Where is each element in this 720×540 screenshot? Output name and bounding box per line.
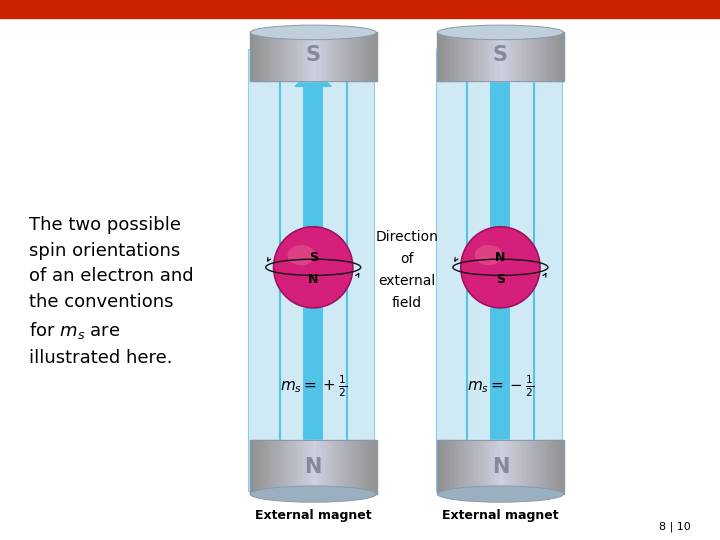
Polygon shape xyxy=(295,70,331,86)
Bar xyxy=(251,32,376,81)
Text: $m_s = +\frac{1}{2}$: $m_s = +\frac{1}{2}$ xyxy=(279,373,347,399)
Text: N: N xyxy=(308,273,318,286)
Text: N: N xyxy=(305,457,322,477)
Bar xyxy=(438,440,563,494)
Bar xyxy=(303,308,323,475)
Text: Direction
of
external
field: Direction of external field xyxy=(375,231,438,309)
Ellipse shape xyxy=(461,227,540,308)
Bar xyxy=(0,0,720,18)
Ellipse shape xyxy=(274,227,353,308)
Ellipse shape xyxy=(287,245,315,265)
Text: S: S xyxy=(496,273,505,286)
Text: $m_s = -\frac{1}{2}$: $m_s = -\frac{1}{2}$ xyxy=(467,373,534,399)
Text: S: S xyxy=(306,45,320,65)
Ellipse shape xyxy=(251,25,376,40)
Text: S: S xyxy=(309,251,318,264)
Ellipse shape xyxy=(251,486,376,502)
Bar xyxy=(248,49,374,491)
Polygon shape xyxy=(482,459,518,475)
Ellipse shape xyxy=(438,486,563,502)
Text: N: N xyxy=(495,251,505,264)
Bar xyxy=(490,308,510,459)
Text: External magnet: External magnet xyxy=(255,509,372,522)
Text: 8 | 10: 8 | 10 xyxy=(660,522,691,532)
Bar xyxy=(490,70,510,227)
Text: External magnet: External magnet xyxy=(442,509,559,522)
Text: S: S xyxy=(493,45,508,65)
Ellipse shape xyxy=(438,25,563,40)
Ellipse shape xyxy=(474,245,503,265)
Bar xyxy=(438,32,563,81)
Text: The two possible
spin orientations
of an electron and
the conventions
for $m_s$ : The two possible spin orientations of an… xyxy=(29,216,194,367)
Bar xyxy=(303,86,323,227)
Bar xyxy=(436,49,562,491)
Text: N: N xyxy=(492,457,509,477)
Bar xyxy=(251,440,376,494)
